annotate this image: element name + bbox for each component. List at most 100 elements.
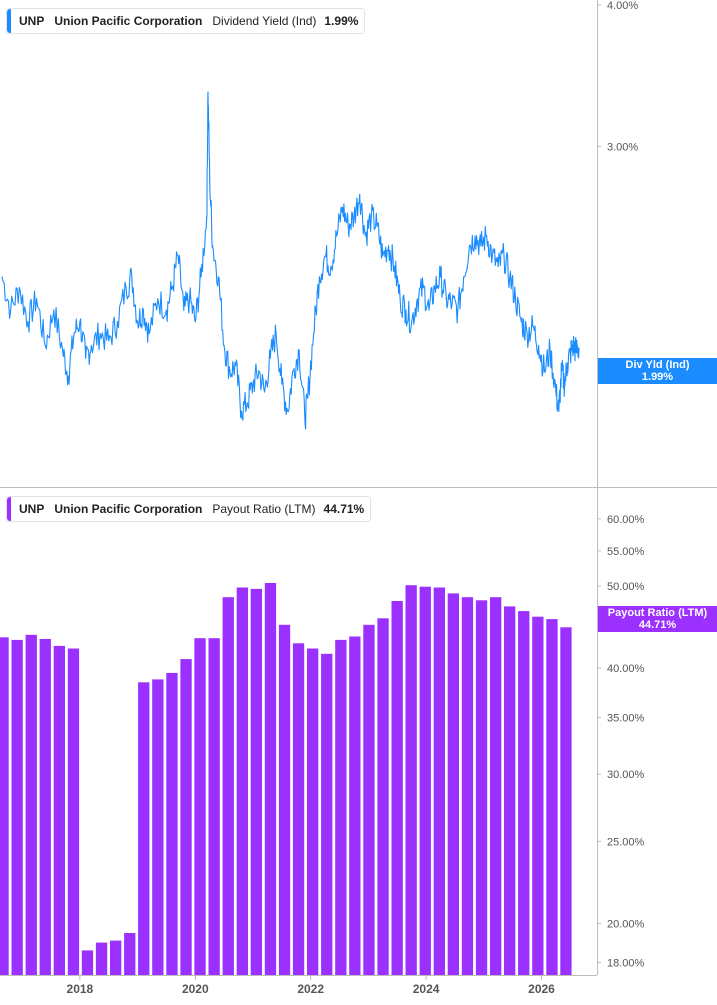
payout-bar [307,648,319,975]
yield-ticker: UNP [19,14,45,28]
yield-data-point [411,321,413,323]
yield-data-point [1,276,3,278]
yield-data-point [235,365,237,367]
yield-data-point [399,298,401,300]
payout-bar [264,583,277,975]
payout-bar [236,587,248,975]
yield-data-point [491,255,494,257]
yield-data-point [486,235,488,237]
yield-data-point [157,298,159,300]
yield-data-point [125,287,127,289]
yield-data-point [359,193,361,196]
payout-tick-label: 25.00% [607,836,645,848]
yield-data-point [503,255,505,257]
x-tick-label: 2018 [67,982,94,996]
yield-data-point [240,410,243,412]
yield-data-point [405,309,407,311]
yield-data-point [439,276,442,278]
yield-data-point [575,349,577,352]
yield-legend: UNP Union Pacific Corporation Dividend Y… [6,8,366,34]
yield-data-point [269,357,271,359]
yield-data-point [336,235,338,237]
yield-data-point [171,287,173,289]
yield-data-point [566,362,569,364]
yield-data-point [393,265,395,267]
payout-bar [95,942,108,975]
yield-data-point [298,349,300,352]
yield-value-tag: Div Yld (Ind) 1.99% [598,358,717,384]
payout-bar [518,611,530,975]
yield-data-point [497,265,499,267]
payout-swatch [7,497,11,521]
x-tick-label: 2020 [182,982,209,996]
payout-bar [208,638,220,975]
payout-bar [461,597,474,975]
payout-legend: UNP Union Pacific Corporation Payout Rat… [6,496,372,522]
payout-tag-label: Payout Ratio (LTM) [607,607,708,619]
yield-data-point [177,255,179,257]
payout-ticker: UNP [19,502,45,516]
yield-data-point [116,321,118,323]
yield-data-point [474,235,476,237]
yield-data-point [520,321,522,323]
payout-bar [321,653,333,975]
payout-panel: 60.00% 55.00% 50.00% 40.00% 35.00% 30.00% 25.0… [0,514,645,975]
yield-data-point [434,287,436,289]
payout-value: 44.71% [323,502,365,516]
yield-data-point [258,370,260,372]
yield-data-point [370,216,372,218]
payout-bar [124,933,136,975]
yield-data-point [206,216,208,218]
yield-data-point [347,225,349,227]
payout-bar [292,643,305,975]
yield-data-point [422,287,424,289]
yield-data-point [165,309,168,311]
yield-data-point [136,321,139,323]
payout-bar [0,637,9,975]
payout-bar [475,600,488,975]
yield-data-point [223,345,225,347]
yield-data-point [318,276,320,278]
yield-data-point [561,370,563,372]
yield-data-point [457,309,459,311]
yield-data-point [341,206,344,208]
yield-tag-value: 1.99% [641,371,674,383]
yield-data-point [376,225,378,227]
payout-tick-label: 40.00% [607,663,645,675]
yield-data-point [353,216,355,218]
yield-data-point [67,375,69,377]
payout-tick-label: 20.00% [607,919,645,931]
payout-value-tag: Payout Ratio (LTM) 44.71% [598,606,717,632]
yield-data-point [10,309,12,311]
payout-bar [363,624,375,975]
payout-bar [532,616,544,975]
yield-data-point [252,383,254,385]
yield-data-point [549,349,551,352]
payout-bar [250,588,262,975]
yield-data-point [79,321,81,323]
payout-bar [391,601,403,975]
yield-data-point [99,332,101,335]
yield-data-point [451,302,453,304]
yield-data-point [428,309,430,311]
yield-data-point [578,347,580,349]
yield-data-point [532,325,534,327]
yield-data-point [142,309,144,311]
yield-panel: 4.00% 3.00% [1,0,638,430]
yield-data-point [538,345,540,347]
payout-bar [335,639,347,975]
payout-bar [166,672,178,975]
yield-data-point [188,298,191,300]
yield-data-point [108,340,110,342]
yield-data-point [480,245,482,247]
yield-data-point [387,245,390,247]
yield-data-point [572,345,574,347]
yield-data-point [563,383,566,385]
yield-data-point [312,332,315,335]
payout-tick-label: 18.00% [607,958,645,970]
yield-company: Union Pacific Corporation [54,14,203,28]
x-tick-label: 2026 [528,982,555,996]
payout-bar [67,648,80,975]
yield-data-point [229,370,231,372]
yield-metric: Dividend Yield (Ind) [212,14,317,28]
